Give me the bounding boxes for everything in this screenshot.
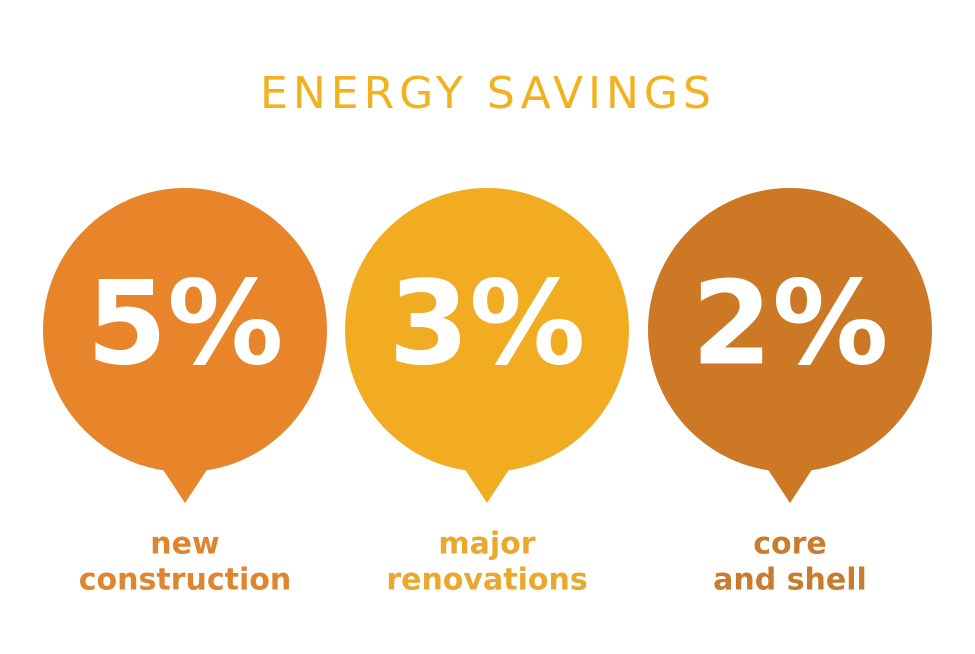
percent: 2%: [692, 257, 889, 392]
bubble-circle: [43, 188, 327, 472]
label-line: new: [150, 527, 219, 562]
percent: 5%: [87, 257, 284, 392]
label-line: major: [438, 527, 535, 562]
label-line: and shell: [713, 563, 867, 598]
label-line: renovations: [386, 563, 587, 598]
bubble-pointer: [765, 465, 815, 503]
bubble-pointer: [160, 465, 210, 503]
bubble: 5%: [43, 188, 327, 503]
bubble-pointer: [462, 465, 512, 503]
bubble-circle: [648, 188, 932, 472]
label-line: core: [753, 527, 827, 562]
title: ENERGY SAVINGS: [260, 68, 716, 119]
bubble: 2%: [648, 188, 932, 503]
label-line: construction: [79, 563, 291, 598]
bubble-circle: [345, 188, 629, 472]
percent: 3%: [389, 257, 586, 392]
bubble: 3%: [345, 188, 629, 503]
